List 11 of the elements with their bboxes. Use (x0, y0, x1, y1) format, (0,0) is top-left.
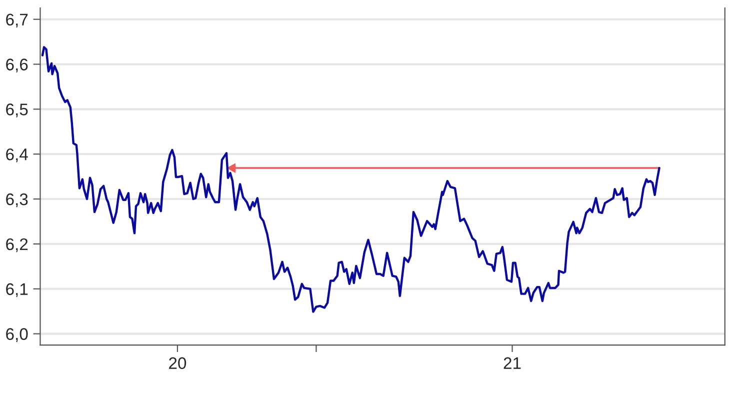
y-tick-label: 6,1 (6, 283, 28, 298)
y-tick-label: 6,0 (6, 328, 28, 342)
y-tick-label: 6,4 (6, 148, 28, 162)
y-tick-label: 6,7 (6, 14, 28, 28)
line-series (41, 46, 660, 313)
y-tick-label: 6,3 (6, 193, 28, 208)
x-tick-label: 21 (504, 357, 521, 369)
x-tick-label: 20 (169, 357, 186, 370)
y-tick-label: 6,6 (6, 58, 28, 72)
y-tick-label: 6,2 (6, 238, 28, 252)
y-tick-label: 6,5 (6, 104, 28, 118)
